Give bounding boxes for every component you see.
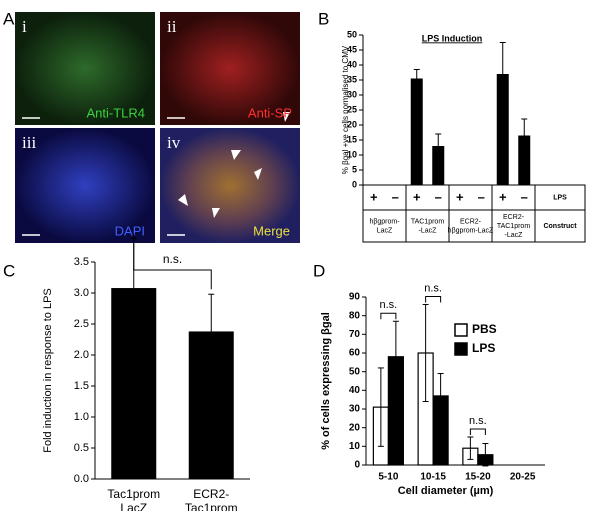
- group-label: ECR2-: [460, 218, 482, 225]
- image-caption: DAPI: [115, 223, 145, 238]
- y-tick-label: 10: [347, 149, 357, 159]
- image-caption: Anti-TLR4: [86, 105, 145, 120]
- group-label: TAC1prom: [411, 218, 444, 225]
- y-tick-label: 1.5: [74, 380, 89, 392]
- micrograph: [15, 12, 155, 125]
- bar: [496, 74, 509, 185]
- y-tick-label: 45: [347, 44, 357, 54]
- significance-bracket: [133, 233, 212, 290]
- x-tick-label: –: [478, 189, 485, 204]
- group-label: -LacZ: [419, 227, 438, 234]
- y-tick-label: 0.0: [74, 473, 89, 485]
- y-tick-label: 40: [347, 59, 357, 69]
- x-axis-label: Cell diameter (µm): [398, 485, 494, 497]
- y-tick-label: 2.0: [74, 349, 89, 361]
- y-tick-label: 30: [349, 404, 361, 415]
- x-tick-label: –: [392, 189, 399, 204]
- y-tick-label: 40: [349, 385, 361, 396]
- x-tick-label: 15-20: [465, 472, 491, 483]
- bar: [432, 146, 445, 185]
- x-tick-label: 10-15: [420, 472, 446, 483]
- y-tick-label: 80: [349, 310, 361, 321]
- group-label: -LacZ: [505, 232, 524, 239]
- micrograph: [15, 128, 155, 243]
- y-tick-label: 30: [347, 89, 357, 99]
- bar: [410, 78, 423, 185]
- y-tick-label: 0: [352, 179, 357, 189]
- row-label: Construct: [543, 223, 577, 230]
- x-tick-label: +: [413, 189, 421, 204]
- x-tick-label: +: [456, 189, 464, 204]
- y-tick-label: 20: [347, 119, 357, 129]
- y-tick-label: 3.5: [74, 256, 89, 268]
- x-tick-label: Tac1prom: [185, 501, 238, 511]
- y-axis-label: % of cells expressing βgal: [320, 312, 332, 450]
- arrowheads: [178, 112, 290, 218]
- annotation: n.s.: [380, 299, 398, 311]
- y-tick-label: 15: [347, 134, 357, 144]
- y-tick-label: 0: [354, 460, 360, 471]
- significance-bracket: [469, 428, 486, 435]
- bar: [111, 288, 157, 479]
- panel-numeral: iii: [22, 133, 36, 152]
- chart-title: LPS Induction: [422, 33, 483, 43]
- y-tick-label: 50: [349, 366, 361, 377]
- x-tick-label: +: [370, 189, 378, 204]
- annotation: n.s.: [163, 252, 182, 266]
- y-tick-label: 20: [349, 422, 361, 433]
- panel-label: C: [3, 261, 15, 280]
- bar: [188, 331, 234, 479]
- y-tick-label: 25: [347, 104, 357, 114]
- bar: [518, 135, 531, 185]
- y-axis-label: Fold induction in response to LPS: [42, 288, 54, 453]
- row-label: LPS: [553, 194, 567, 201]
- x-tick-label: 5-10: [378, 472, 398, 483]
- significance-bracket: [380, 312, 397, 320]
- panel-numeral: ii: [167, 17, 177, 36]
- significance-bracket: [425, 295, 442, 303]
- legend-swatch: [454, 323, 468, 337]
- y-tick-label: 10: [349, 441, 361, 452]
- image-caption: Anti-SP: [248, 105, 292, 120]
- micrograph: [160, 12, 300, 125]
- y-tick-label: 0.5: [74, 442, 89, 454]
- panel-label: A: [3, 9, 15, 28]
- annotation: n.s.: [424, 282, 442, 294]
- annotation: n.s.: [469, 415, 487, 427]
- group-label: LacZ: [377, 227, 393, 234]
- group-label: hβgprom-LacZ: [448, 227, 494, 234]
- group-label: hβgprom-: [369, 218, 400, 225]
- group-label: TAC1prom: [497, 223, 530, 230]
- x-tick-label: –: [435, 189, 442, 204]
- scale-bars: [22, 117, 185, 236]
- panel-numeral: iv: [167, 133, 181, 152]
- x-tick-label: –: [521, 189, 528, 204]
- y-tick-label: 90: [349, 292, 361, 303]
- y-tick-label: 35: [347, 74, 357, 84]
- y-tick-label: 2.5: [74, 318, 89, 330]
- image-caption: Merge: [253, 223, 290, 238]
- panel-label: B: [318, 9, 329, 28]
- y-tick-label: 1.0: [74, 411, 89, 423]
- y-tick-label: 3.0: [74, 287, 89, 299]
- y-tick-label: 5: [352, 164, 357, 174]
- panel-numeral: i: [22, 17, 27, 36]
- legend-swatch: [454, 342, 468, 356]
- micrograph: [160, 128, 300, 243]
- group-label: ECR2-: [503, 214, 525, 221]
- x-tick-label: +: [499, 189, 507, 204]
- x-tick-label: LacZ: [120, 501, 147, 511]
- y-tick-label: 70: [349, 329, 361, 340]
- y-axis-label: % βgal +ve cells normalised to CMV: [341, 45, 350, 174]
- x-tick-label: 20-25: [510, 472, 536, 483]
- legend-label: PBS: [472, 322, 497, 336]
- x-tick-label: Tac1prom: [107, 487, 160, 501]
- y-tick-label: 60: [349, 348, 361, 359]
- y-tick-label: 50: [347, 29, 357, 39]
- panel-label: D: [313, 261, 325, 280]
- legend-label: LPS: [472, 341, 495, 355]
- x-tick-label: ECR2-: [193, 487, 229, 501]
